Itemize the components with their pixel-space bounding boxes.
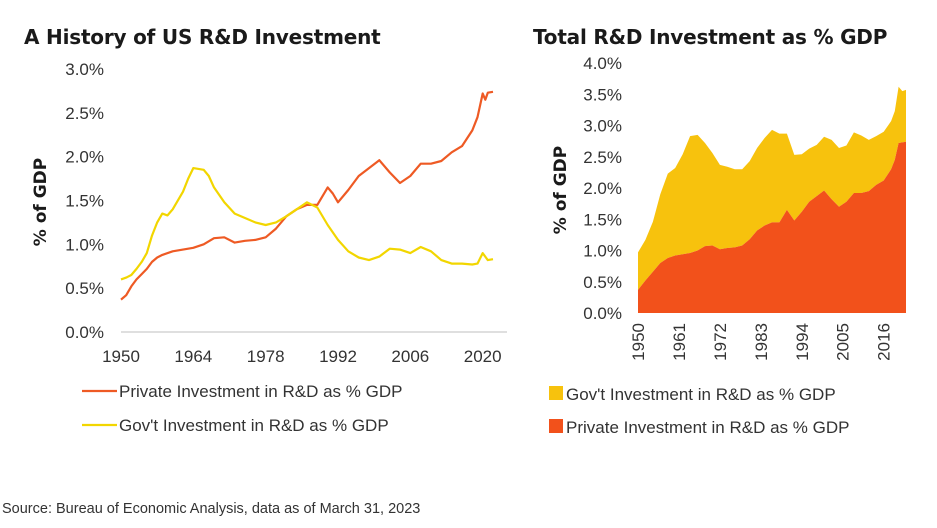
gov-investment-area	[638, 86, 906, 290]
x-tick-label: 2005	[834, 323, 853, 361]
y-tick-label: 1.0%	[65, 235, 104, 254]
y-tick-label: 2.0%	[65, 148, 104, 167]
y-tick-label: 1.5%	[583, 210, 622, 229]
legend-label-gov: Gov't Investment in R&D as % GDP	[119, 416, 389, 435]
x-tick-label: 1961	[670, 323, 689, 361]
y-tick-label: 0.0%	[65, 323, 104, 342]
legend-label-gov: Gov't Investment in R&D as % GDP	[566, 385, 836, 404]
legend-swatch-gov	[549, 386, 563, 400]
legend-label-private: Private Investment in R&D as % GDP	[119, 382, 402, 401]
y-tick-label: 1.0%	[583, 242, 622, 261]
y-tick-label: 1.5%	[65, 192, 104, 211]
x-tick-label: 1964	[174, 347, 212, 366]
y-axis-label: % of GDP	[31, 158, 51, 246]
y-tick-label: 2.0%	[583, 179, 622, 198]
private-investment-area	[638, 141, 906, 313]
x-tick-label: 1978	[247, 347, 285, 366]
y-axis-label: % of GDP	[551, 146, 571, 234]
y-tick-label: 3.0%	[65, 60, 104, 79]
y-tick-label: 0.5%	[583, 273, 622, 292]
x-tick-label: 1972	[711, 323, 730, 361]
y-tick-label: 0.0%	[583, 304, 622, 323]
y-tick-label: 3.0%	[583, 117, 622, 136]
y-tick-label: 3.5%	[583, 85, 622, 104]
x-tick-label: 2016	[875, 323, 894, 361]
y-tick-label: 2.5%	[583, 148, 622, 167]
x-tick-label: 1992	[319, 347, 357, 366]
chart-title-left: A History of US R&D Investment	[24, 25, 381, 49]
x-tick-label: 1950	[629, 323, 648, 361]
legend-label-private: Private Investment in R&D as % GDP	[566, 418, 849, 437]
y-tick-label: 0.5%	[65, 279, 104, 298]
y-tick-label: 2.5%	[65, 104, 104, 123]
x-tick-label: 1950	[102, 347, 140, 366]
source-note: Source: Bureau of Economic Analysis, dat…	[2, 501, 421, 517]
x-tick-label: 2020	[464, 347, 502, 366]
y-tick-label: 4.0%	[583, 54, 622, 73]
legend-swatch-private	[549, 419, 563, 433]
x-tick-label: 1994	[793, 323, 812, 361]
private-investment-line	[120, 90, 494, 301]
chart-title-right: Total R&D Investment as % GDP	[533, 25, 888, 49]
x-tick-label: 2006	[391, 347, 429, 366]
x-tick-label: 1983	[752, 323, 771, 361]
gov-investment-line	[120, 167, 494, 281]
